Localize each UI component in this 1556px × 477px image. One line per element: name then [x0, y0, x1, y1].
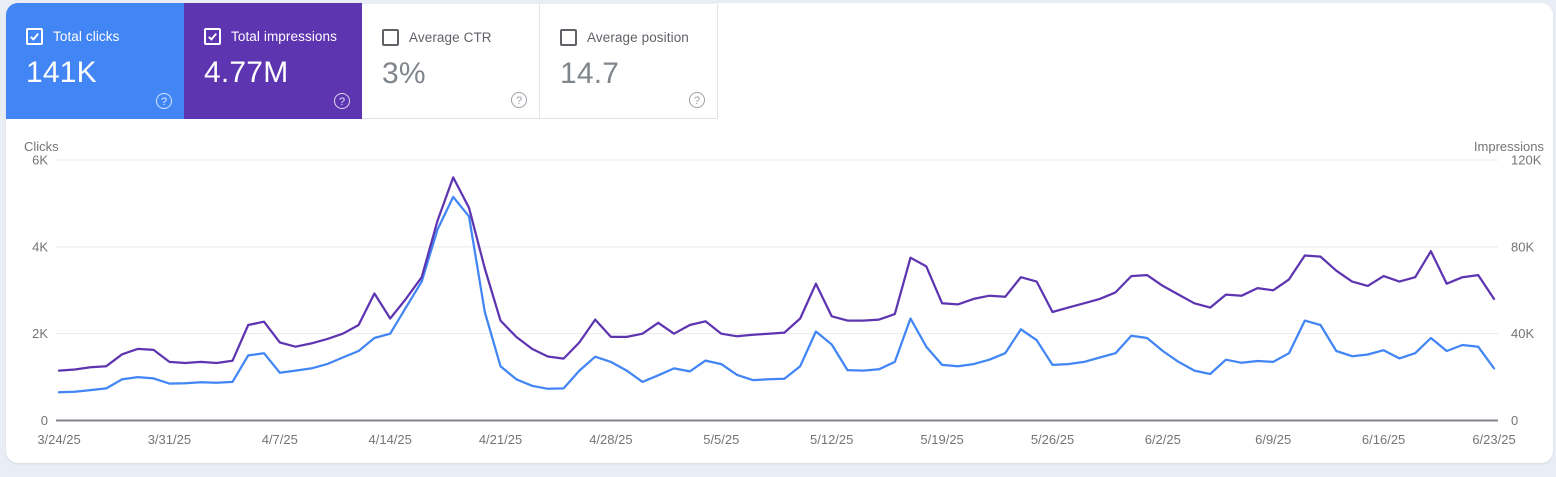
- checkbox-checked-icon[interactable]: [26, 28, 43, 45]
- checkbox-unchecked-icon[interactable]: [560, 29, 577, 46]
- y-axis-tick-right: 40K: [1511, 326, 1534, 341]
- metric-card-total-clicks[interactable]: Total clicks 141K ?: [6, 3, 184, 119]
- x-axis-label: 5/26/25: [1031, 432, 1074, 447]
- x-axis-label: 3/31/25: [148, 432, 191, 447]
- x-axis-label: 6/9/25: [1255, 432, 1291, 447]
- metric-value: 3%: [382, 57, 426, 90]
- metric-card-total-impressions[interactable]: Total impressions 4.77M ?: [184, 3, 362, 119]
- checkbox-checked-icon[interactable]: [204, 28, 221, 45]
- metric-label: Average position: [587, 30, 689, 45]
- help-icon[interactable]: ?: [511, 92, 527, 108]
- x-axis-label: 6/23/25: [1472, 432, 1515, 447]
- help-icon[interactable]: ?: [689, 92, 705, 108]
- y-axis-tick-left: 2K: [32, 326, 48, 341]
- performance-panel: Total clicks 141K ? Total impressions 4.…: [6, 3, 1553, 463]
- right-axis-title: Impressions: [1474, 139, 1545, 154]
- performance-chart-svg: 0 0 2K 40K 4K 80K 6K 120K Clicks Impressions 3/24/…: [24, 139, 1545, 447]
- help-icon[interactable]: ?: [334, 93, 350, 109]
- impressions-line[interactable]: [57, 176, 1496, 372]
- x-axis-label: 4/28/25: [589, 432, 632, 447]
- x-axis-label: 4/7/25: [262, 432, 298, 447]
- clicks-line[interactable]: [57, 195, 1496, 394]
- checkbox-unchecked-icon[interactable]: [382, 29, 399, 46]
- metric-label: Total impressions: [231, 29, 337, 44]
- y-axis-tick-left: 0: [41, 413, 48, 428]
- card-header: Total clicks: [26, 28, 184, 45]
- y-axis-tick-right: 0: [1511, 413, 1518, 428]
- y-axis-tick-left: 6K: [32, 153, 48, 168]
- left-axis-title: Clicks: [24, 139, 59, 154]
- y-axis-tick-right: 120K: [1511, 153, 1542, 168]
- metric-value: 141K: [26, 56, 97, 89]
- y-axis-tick-right: 80K: [1511, 239, 1534, 254]
- x-axis-label: 5/19/25: [920, 432, 963, 447]
- metric-cards-row: Total clicks 141K ? Total impressions 4.…: [6, 3, 718, 119]
- x-axis-label: 5/5/25: [703, 432, 739, 447]
- x-axis-label: 4/14/25: [369, 432, 412, 447]
- metric-value: 14.7: [560, 57, 620, 90]
- metric-card-average-ctr[interactable]: Average CTR 3% ?: [362, 3, 540, 119]
- metric-label: Average CTR: [409, 30, 492, 45]
- help-icon[interactable]: ?: [156, 93, 172, 109]
- y-axis-tick-left: 4K: [32, 239, 48, 254]
- performance-chart[interactable]: 0 0 2K 40K 4K 80K 6K 120K Clicks Impressions 3/24/…: [6, 136, 1553, 463]
- metric-label: Total clicks: [53, 29, 120, 44]
- x-axis-label: 3/24/25: [37, 432, 80, 447]
- x-axis-label: 6/16/25: [1362, 432, 1405, 447]
- metric-value: 4.77M: [204, 56, 289, 89]
- card-header: Total impressions: [204, 28, 362, 45]
- card-header: Average position: [560, 29, 717, 46]
- metric-card-average-position[interactable]: Average position 14.7 ?: [540, 3, 718, 119]
- card-header: Average CTR: [382, 29, 539, 46]
- x-axis-label: 6/2/25: [1145, 432, 1181, 447]
- x-axis-label: 5/12/25: [810, 432, 853, 447]
- x-axis-label: 4/21/25: [479, 432, 522, 447]
